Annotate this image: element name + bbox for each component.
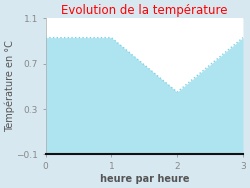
Title: Evolution de la température: Evolution de la température <box>61 4 228 17</box>
Y-axis label: Température en °C: Température en °C <box>4 40 15 132</box>
X-axis label: heure par heure: heure par heure <box>100 174 189 184</box>
